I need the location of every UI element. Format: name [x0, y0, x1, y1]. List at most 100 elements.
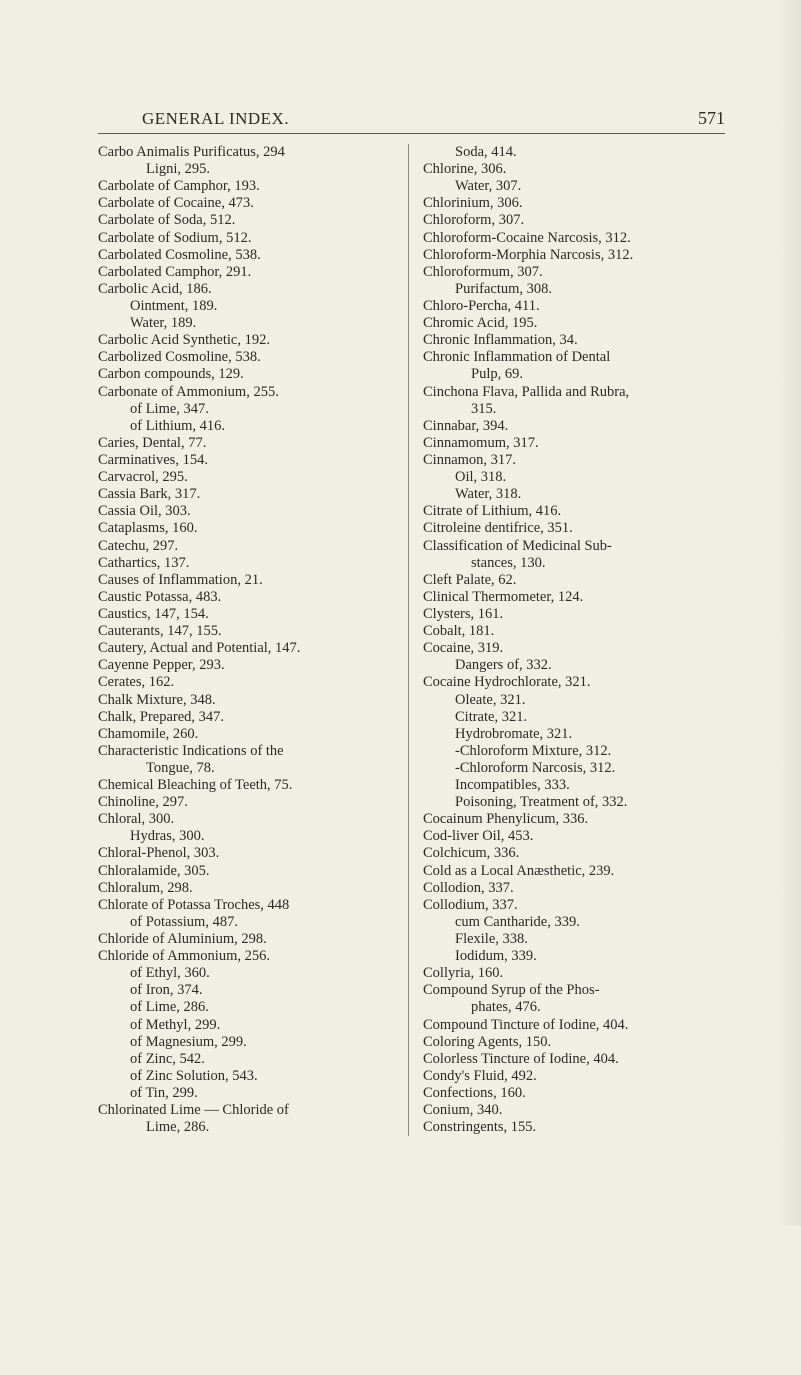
index-entry: phates, 476.: [423, 999, 725, 1016]
index-entry: Cocaine Hydrochlorate, 321.: [423, 674, 725, 691]
index-entry: Caustics, 147, 154.: [98, 606, 400, 623]
index-entry: cum Cantharide, 339.: [423, 914, 725, 931]
index-entry: Collodium, 337.: [423, 897, 725, 914]
index-entry: Citroleine dentifrice, 351.: [423, 520, 725, 537]
index-entry: Chemical Bleaching of Teeth, 75.: [98, 777, 400, 794]
index-entry: Cleft Palate, 62.: [423, 572, 725, 589]
page-number: 571: [698, 108, 725, 129]
index-entry: of Magnesium, 299.: [98, 1034, 400, 1051]
index-entry: Carbolated Cosmoline, 538.: [98, 247, 400, 264]
index-entry: Colchicum, 336.: [423, 845, 725, 862]
index-entry: Chalk, Prepared, 347.: [98, 709, 400, 726]
index-entry: Soda, 414.: [423, 144, 725, 161]
index-entry: Colorless Tincture of Iodine, 404.: [423, 1051, 725, 1068]
index-entry: Carbolate of Soda, 512.: [98, 212, 400, 229]
index-entry: Catechu, 297.: [98, 538, 400, 555]
index-entry: Purifactum, 308.: [423, 281, 725, 298]
index-entry: Compound Tincture of Iodine, 404.: [423, 1017, 725, 1034]
index-entry: of Iron, 374.: [98, 982, 400, 999]
index-entry: Caustic Potassa, 483.: [98, 589, 400, 606]
index-entry: Chloral, 300.: [98, 811, 400, 828]
index-columns: Carbo Animalis Purificatus, 294Ligni, 29…: [98, 144, 725, 1136]
index-entry: of Potassium, 487.: [98, 914, 400, 931]
left-column: Carbo Animalis Purificatus, 294Ligni, 29…: [98, 144, 409, 1136]
index-entry: of Zinc, 542.: [98, 1051, 400, 1068]
index-entry: Chloroformum, 307.: [423, 264, 725, 281]
index-entry: Conium, 340.: [423, 1102, 725, 1119]
index-entry: of Tin, 299.: [98, 1085, 400, 1102]
index-entry: Cathartics, 137.: [98, 555, 400, 572]
index-entry: of Ethyl, 360.: [98, 965, 400, 982]
index-entry: Cocaine, 319.: [423, 640, 725, 657]
index-entry: Chronic Inflammation, 34.: [423, 332, 725, 349]
page: GENERAL INDEX. 571 Carbo Animalis Purifi…: [0, 0, 801, 1226]
spine-shadow: [773, 0, 801, 1226]
index-entry: of Lithium, 416.: [98, 418, 400, 435]
index-entry: -Chloroform Mixture, 312.: [423, 743, 725, 760]
index-entry: Lime, 286.: [98, 1119, 400, 1136]
index-entry: Chloroform, 307.: [423, 212, 725, 229]
index-entry: Ligni, 295.: [98, 161, 400, 178]
index-entry: Poisoning, Treatment of, 332.: [423, 794, 725, 811]
index-entry: Oleate, 321.: [423, 692, 725, 709]
index-entry: Compound Syrup of the Phos-: [423, 982, 725, 999]
index-entry: Ointment, 189.: [98, 298, 400, 315]
index-entry: Carbo Animalis Purificatus, 294: [98, 144, 400, 161]
index-entry: Incompatibles, 333.: [423, 777, 725, 794]
index-entry: 315.: [423, 401, 725, 418]
index-entry: Chlorine, 306.: [423, 161, 725, 178]
right-column: Soda, 414.Chlorine, 306.Water, 307. Chlor…: [409, 144, 725, 1136]
index-entry: Cayenne Pepper, 293.: [98, 657, 400, 674]
index-entry: Flexile, 338.: [423, 931, 725, 948]
index-entry: Clysters, 161.: [423, 606, 725, 623]
index-entry: Confections, 160.: [423, 1085, 725, 1102]
index-entry: Carbolate of Cocaine, 473.: [98, 195, 400, 212]
index-entry: Chromic Acid, 195.: [423, 315, 725, 332]
index-entry: stances, 130.: [423, 555, 725, 572]
index-entry: Chloralamide, 305.: [98, 863, 400, 880]
index-entry: Water, 318.: [423, 486, 725, 503]
index-entry: Characteristic Indications of the: [98, 743, 400, 760]
index-entry: Chloride of Ammonium, 256.: [98, 948, 400, 965]
index-entry: Carbolate of Sodium, 512.: [98, 230, 400, 247]
index-entry: Caries, Dental, 77.: [98, 435, 400, 452]
index-entry: Chloro-Percha, 411.: [423, 298, 725, 315]
index-entry: Chronic Inflammation of Dental: [423, 349, 725, 366]
index-entry: Cobalt, 181.: [423, 623, 725, 640]
index-entry: Cinchona Flava, Pallida and Rubra,: [423, 384, 725, 401]
index-entry: of Zinc Solution, 543.: [98, 1068, 400, 1085]
index-entry: Water, 307.: [423, 178, 725, 195]
index-entry: Cocainum Phenylicum, 336.: [423, 811, 725, 828]
index-entry: Chloralum, 298.: [98, 880, 400, 897]
index-entry: Cinnamon, 317.: [423, 452, 725, 469]
index-entry: of Lime, 286.: [98, 999, 400, 1016]
index-entry: Collyria, 160.: [423, 965, 725, 982]
index-entry: Chloroform-Cocaine Narcosis, 312.: [423, 230, 725, 247]
index-entry: Carbonate of Ammonium, 255.: [98, 384, 400, 401]
index-entry: Iodidum, 339.: [423, 948, 725, 965]
index-entry: Cerates, 162.: [98, 674, 400, 691]
index-entry: Chloride of Aluminium, 298.: [98, 931, 400, 948]
index-entry: Cassia Oil, 303.: [98, 503, 400, 520]
index-entry: Citrate, 321.: [423, 709, 725, 726]
index-entry: Cinnabar, 394.: [423, 418, 725, 435]
index-entry: Constringents, 155.: [423, 1119, 725, 1136]
header-title: GENERAL INDEX.: [142, 109, 289, 129]
index-entry: Tongue, 78.: [98, 760, 400, 777]
index-entry: Chinoline, 297.: [98, 794, 400, 811]
index-entry: Carbon compounds, 129.: [98, 366, 400, 383]
index-entry: Carbolated Camphor, 291.: [98, 264, 400, 281]
index-entry: Hydrobromate, 321.: [423, 726, 725, 743]
index-entry: Carbolate of Camphor, 193.: [98, 178, 400, 195]
index-entry: -Chloroform Narcosis, 312.: [423, 760, 725, 777]
header-row: GENERAL INDEX. 571: [98, 108, 725, 134]
index-entry: Cauterants, 147, 155.: [98, 623, 400, 640]
index-entry: Chlorate of Potassa Troches, 448: [98, 897, 400, 914]
index-entry: Chamomile, 260.: [98, 726, 400, 743]
index-entry: of Methyl, 299.: [98, 1017, 400, 1034]
index-entry: Dangers of, 332.: [423, 657, 725, 674]
index-entry: Clinical Thermometer, 124.: [423, 589, 725, 606]
index-entry: Citrate of Lithium, 416.: [423, 503, 725, 520]
index-entry: Causes of Inflammation, 21.: [98, 572, 400, 589]
index-entry: Hydras, 300.: [98, 828, 400, 845]
